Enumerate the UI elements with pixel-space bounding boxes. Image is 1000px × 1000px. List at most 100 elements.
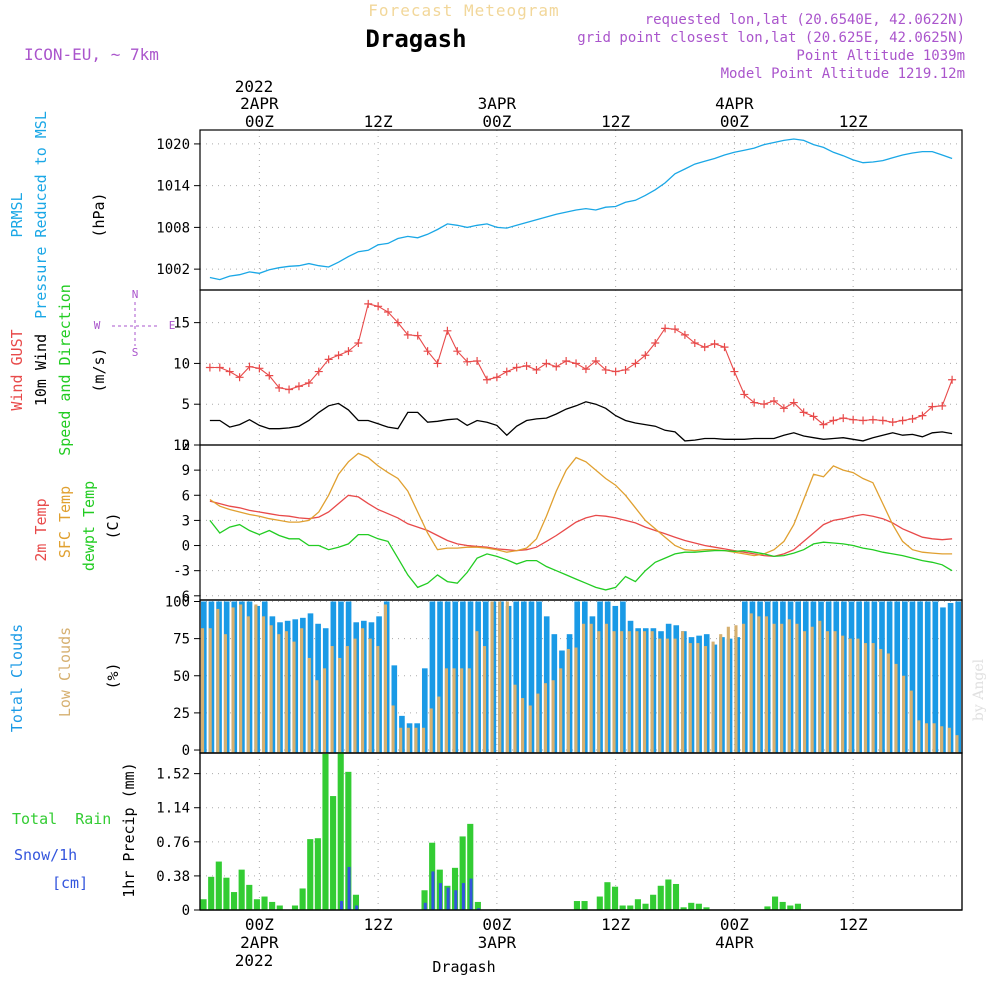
top-date-label: 4APR (715, 94, 754, 113)
low-cloud-bar (284, 631, 288, 754)
direction-label: Speed and Direction (56, 284, 74, 456)
bottom-time-label: 12Z (364, 915, 393, 934)
rain-bar (352, 894, 360, 910)
model-label: ICON-EU, ~ 7km (24, 45, 159, 64)
low-cloud-bar (414, 727, 418, 754)
bottom-time-label: 00Z (720, 915, 749, 934)
precip-frame-top (199, 752, 963, 911)
low-cloud-bar (444, 668, 448, 754)
snow-bar (446, 887, 450, 910)
gust-marker (403, 330, 412, 339)
cloud-panel-ytick-label: 50 (173, 669, 190, 685)
gust-marker (671, 325, 680, 334)
low-cloud-bar (764, 616, 768, 754)
low-cloud-bar (924, 723, 929, 754)
low-cloud-bar (498, 601, 502, 754)
snow-bar (355, 905, 359, 910)
precip-labels: Total Rain Snow/1h [cm] 1hr Precip (mm) (12, 762, 138, 897)
gust-marker (849, 415, 858, 424)
gust-marker (760, 400, 769, 409)
gust-marker (611, 367, 620, 376)
low-cloud-bar (642, 631, 647, 754)
gust-marker (680, 330, 689, 339)
low-cloud-bar (620, 631, 624, 754)
bottom-time-label: 00Z (482, 915, 511, 934)
rain-bar (627, 905, 634, 910)
gust-marker (502, 367, 511, 376)
gust-marker (928, 402, 937, 411)
rain-bar (596, 896, 603, 910)
low-cloud-bar (300, 628, 304, 754)
gust-marker (384, 308, 393, 317)
snow-bar (477, 908, 481, 910)
pressure-panel-ytick-label: 1014 (156, 179, 190, 195)
low-cloud-bar (818, 620, 822, 754)
cloud-panel-ytick-label: 100 (165, 594, 190, 610)
gust-marker (512, 363, 521, 372)
total-cloud-bar (917, 601, 923, 754)
low-cloud-bar (361, 628, 365, 754)
gust-marker (562, 356, 571, 365)
low-cloud-bar (391, 705, 395, 754)
gust-marker (542, 359, 551, 368)
low-cloud-bar (802, 631, 807, 754)
rain-bar (573, 901, 580, 910)
total-cloud-bar (421, 668, 428, 754)
gust-marker (839, 414, 848, 423)
precip-ylabel: 1hr Precip (mm) (120, 762, 138, 897)
gust-marker (314, 367, 323, 376)
gust-marker (898, 416, 907, 425)
low-cloud-bar (345, 646, 349, 754)
precip-panel-ytick-label: 1.52 (156, 767, 190, 783)
rain-bar (269, 901, 276, 910)
sfc-temp-line (209, 452, 953, 557)
gust-marker (344, 347, 353, 356)
cloud-panel-ytick-label: 25 (173, 706, 190, 722)
low-cloud-bar (421, 727, 426, 754)
low-cloud-label: Low Clouds (56, 627, 74, 717)
requested-coords: requested lon,lat (20.6540E, 42.0622N) (645, 12, 965, 28)
rain-bar (459, 836, 466, 910)
low-cloud-bar (688, 643, 692, 754)
gridpoint-coords: grid point closest lon,lat (20.625E, 42.… (577, 30, 965, 46)
compass-s: S (132, 346, 139, 359)
pressure-labels: PRMSL Pressure Reduced to MSL (hPa) (8, 111, 108, 319)
gust-marker (690, 339, 699, 348)
top-time-label: 00Z (245, 112, 274, 131)
gust-marker (750, 398, 759, 407)
rain-bar (253, 899, 260, 910)
gust-marker (304, 379, 313, 387)
rain-bar (581, 901, 588, 910)
precip-panel-ytick-label: 0.38 (156, 869, 190, 885)
wind-panel-ytick-label: 0 (182, 438, 190, 454)
low-cloud-bar (322, 668, 327, 754)
low-cloud-bar (528, 705, 532, 754)
snow-legend: Snow/1h (14, 846, 77, 864)
rain-bar (611, 886, 619, 910)
compass-n: N (132, 288, 139, 301)
low-cloud-bar (315, 680, 319, 754)
low-cloud-bar (787, 619, 791, 754)
rain-bar (474, 901, 481, 910)
rain-bar (215, 861, 222, 910)
gust-marker (878, 416, 887, 425)
cloud-panel-ytick-label: 75 (173, 632, 190, 648)
rain-bar (787, 905, 794, 910)
bottom-year: 2022 (235, 951, 274, 970)
low-cloud-bar (627, 631, 631, 754)
low-cloud-bar (902, 675, 906, 754)
low-cloud-bar (650, 631, 654, 754)
low-cloud-bar (635, 631, 639, 754)
low-cloud-bar (208, 628, 212, 754)
pressure-unit: (hPa) (90, 192, 108, 237)
rain-bar (672, 883, 680, 910)
precip-panel-ytick-label: 0 (182, 903, 190, 919)
location-title: Dragash (365, 25, 466, 53)
temp2m-line (209, 494, 953, 558)
low-cloud-bar (429, 708, 433, 754)
temp-unit: (C) (104, 512, 122, 539)
temp-panel-ytick-label: 9 (182, 463, 190, 479)
pressure-panel: 1002 1008 1014 1020 (156, 129, 963, 291)
rain-bar (261, 896, 268, 910)
